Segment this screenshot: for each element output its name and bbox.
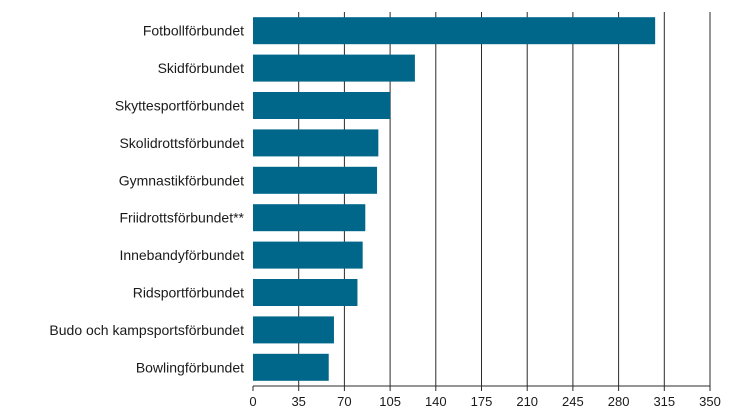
category-labels: Fotbollförbundet Skidförbundet Skyttesport… — [49, 23, 244, 376]
category-label: Friidrottsförbundet** — [119, 210, 244, 226]
x-tick-label: 0 — [249, 394, 256, 409]
bar — [253, 316, 334, 344]
bar — [253, 54, 415, 82]
x-tick-label: 105 — [379, 394, 401, 409]
category-label: Skyttesportförbundet — [115, 98, 244, 114]
x-tick-label: 350 — [699, 394, 721, 409]
x-tick-label: 35 — [291, 394, 305, 409]
category-label: Bowlingförbundet — [136, 359, 244, 375]
bar — [253, 166, 378, 194]
category-label: Ridsportförbundet — [133, 285, 244, 301]
x-tick-label: 280 — [608, 394, 630, 409]
category-label: Gymnastikförbundet — [119, 172, 244, 188]
bars — [253, 17, 656, 381]
category-label: Budo och kampsportsförbundet — [49, 322, 244, 338]
x-tick-label: 315 — [653, 394, 675, 409]
bar — [253, 17, 656, 45]
bar — [253, 129, 379, 157]
x-tick-label: 140 — [425, 394, 447, 409]
bar — [253, 92, 391, 119]
bar — [253, 241, 363, 269]
x-tick-label: 245 — [562, 394, 584, 409]
category-label: Skolidrottsförbundet — [119, 135, 244, 151]
bar — [253, 204, 366, 232]
x-tick-label: 210 — [516, 394, 538, 409]
x-tick-label: 175 — [471, 394, 493, 409]
x-tick-label: 70 — [337, 394, 351, 409]
category-label: Skidförbundet — [158, 60, 245, 76]
bar — [253, 279, 358, 306]
category-label: Innebandyförbundet — [119, 247, 244, 263]
x-axis-ticks: 0 35 70 105 140 175 210 245 280 315 350 — [249, 385, 721, 409]
bar — [253, 353, 329, 381]
category-label: Fotbollförbundet — [143, 23, 244, 39]
